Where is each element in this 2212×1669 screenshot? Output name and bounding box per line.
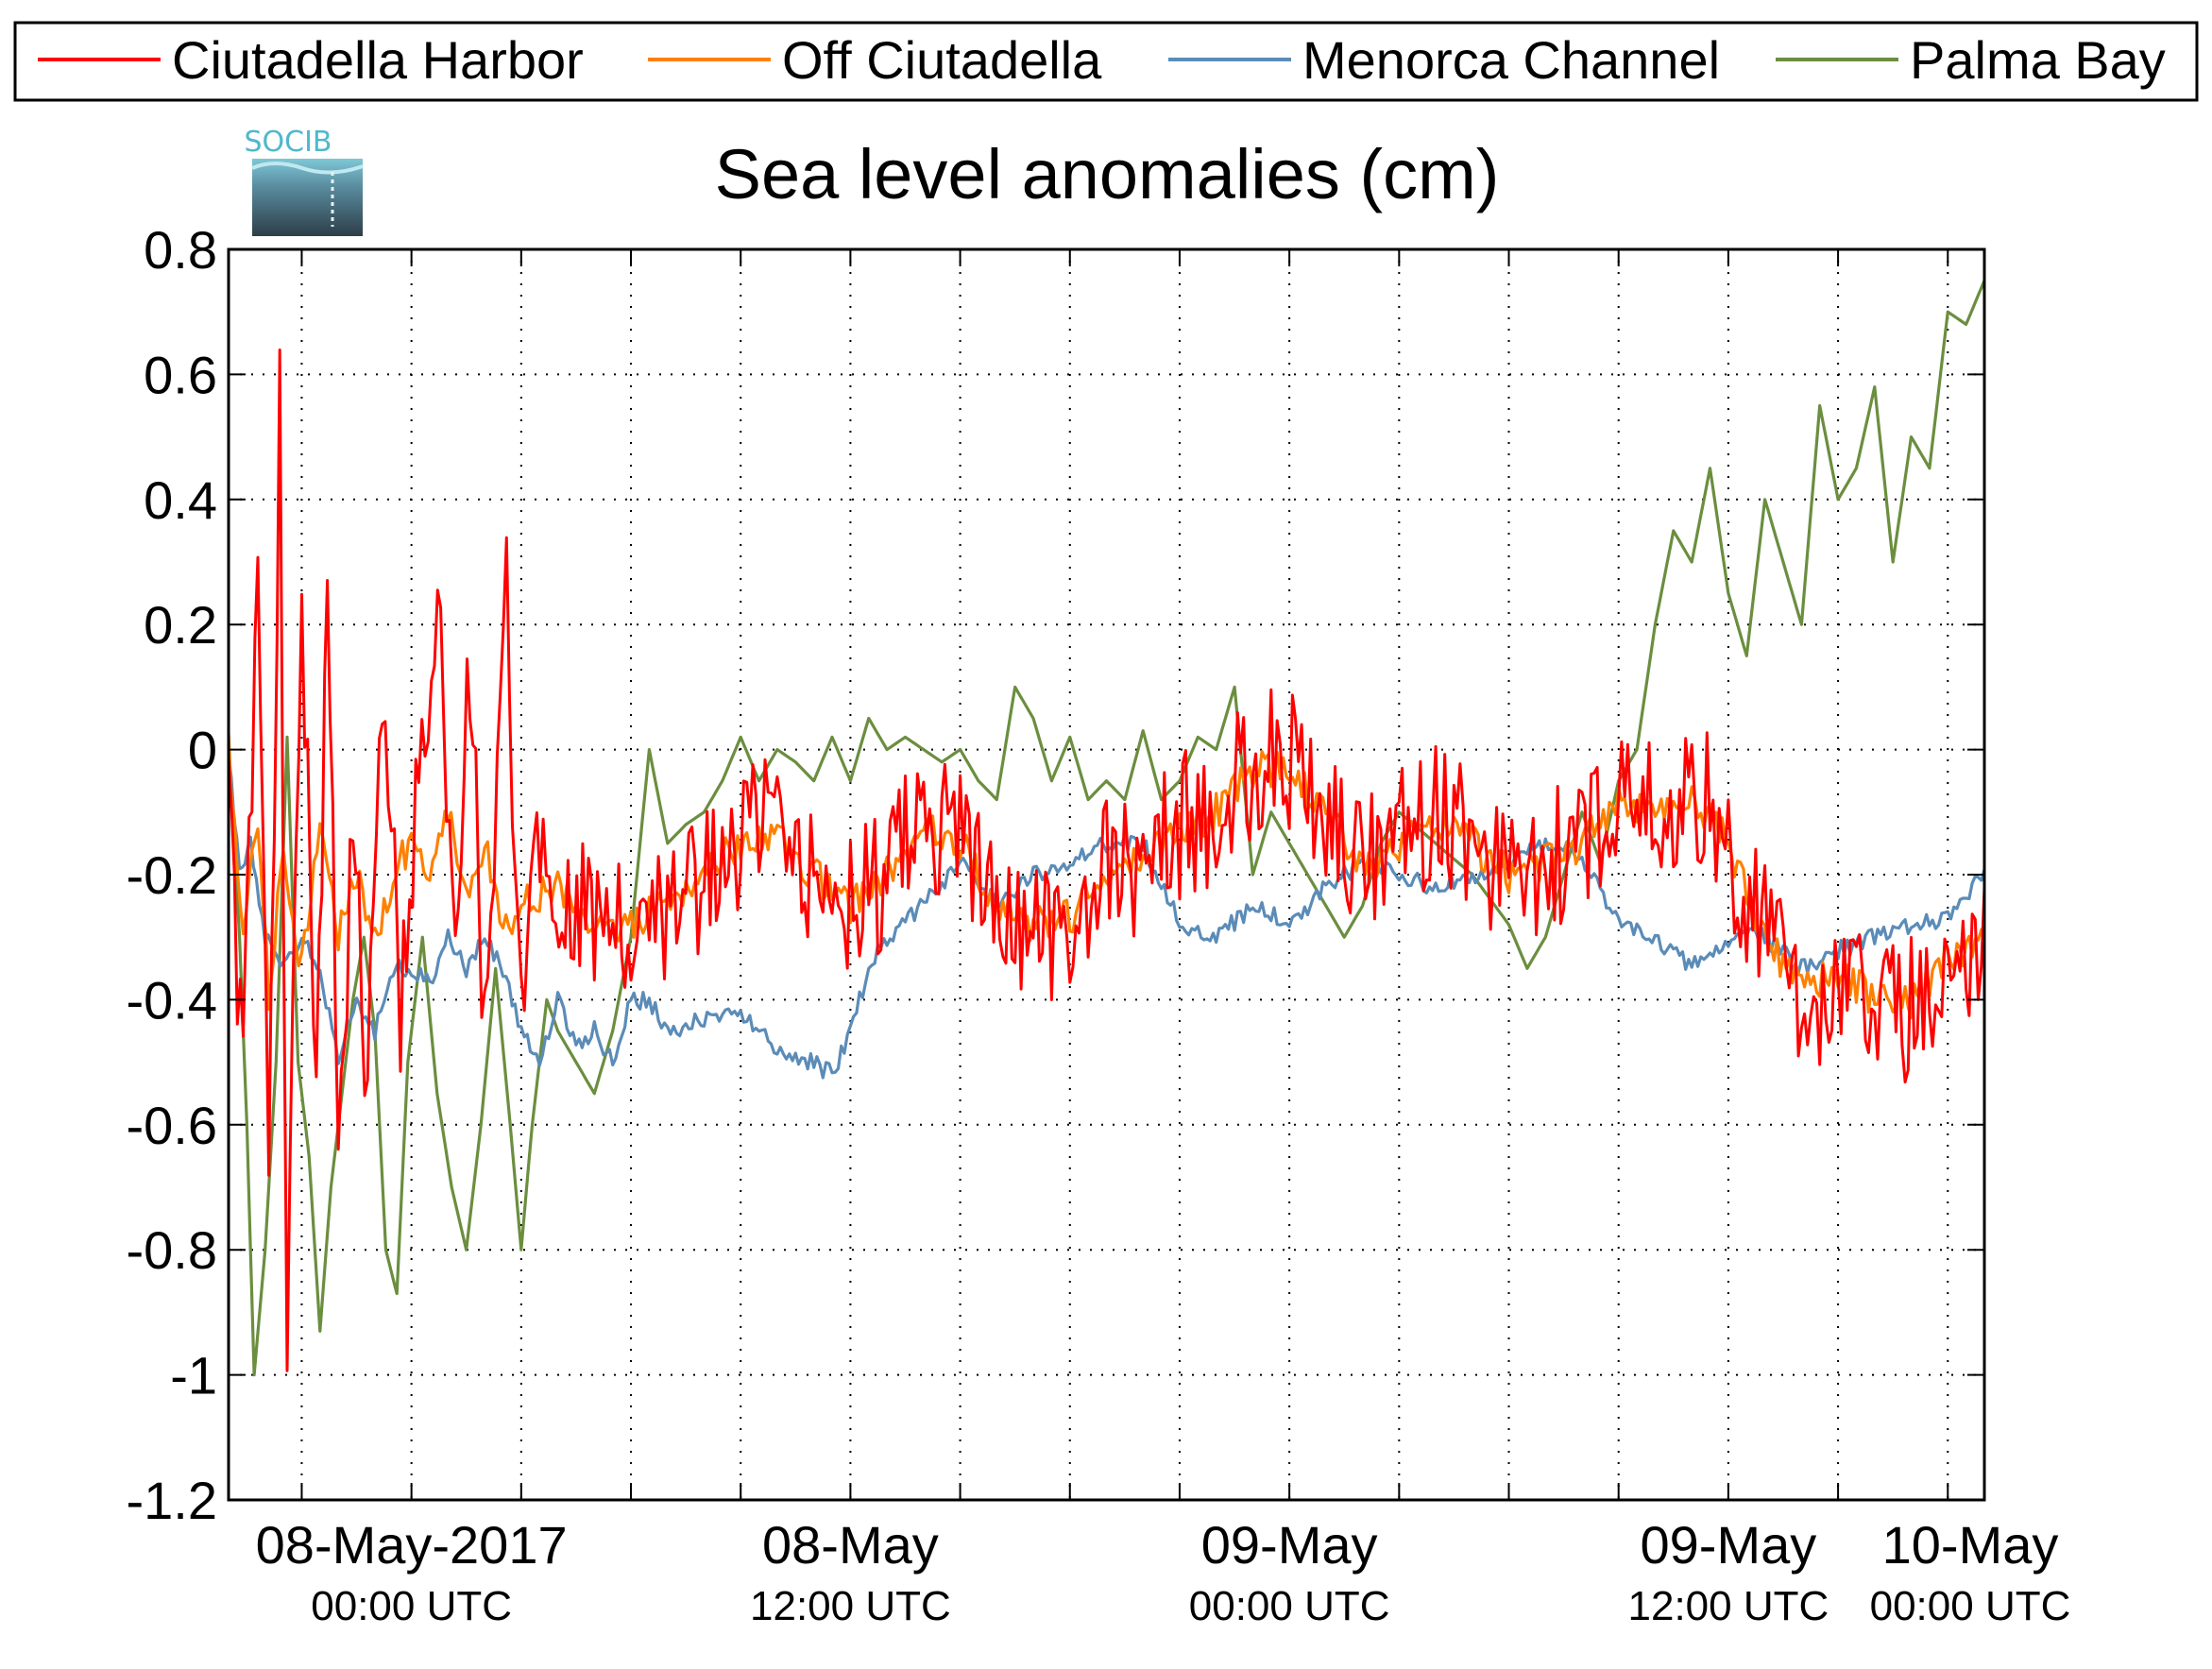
y-tick-label: 0 xyxy=(188,721,217,780)
legend: Ciutadella Harbor Off Ciutadella Menorca C… xyxy=(13,21,2199,102)
x-tick-label-time: 00:00 UTC xyxy=(311,1583,512,1629)
y-tick-label: -0.6 xyxy=(127,1096,218,1155)
x-tick-label-time: 00:00 UTC xyxy=(1189,1583,1390,1629)
y-tick-label: 0.6 xyxy=(144,345,217,404)
legend-label: Off Ciutadella xyxy=(782,30,1102,90)
x-tick-label-date: 09-May xyxy=(1641,1515,1817,1575)
grid xyxy=(229,249,1984,1500)
logo-wave xyxy=(251,162,364,175)
x-tick-label-time: 12:00 UTC xyxy=(1628,1583,1829,1629)
series-line xyxy=(229,279,1984,1377)
legend-label: Palma Bay xyxy=(1910,30,2166,90)
series-layer xyxy=(229,279,1984,1377)
y-tick-label: -1 xyxy=(170,1346,217,1405)
x-tick-label-time: 00:00 UTC xyxy=(1870,1583,2071,1629)
y-tick-label: -1.2 xyxy=(127,1471,218,1530)
y-tick-label: 0.4 xyxy=(144,470,217,530)
logo-label: SOCIB xyxy=(244,126,332,159)
y-tick-label: 0.8 xyxy=(144,220,217,280)
y-tick-label: -0.4 xyxy=(127,970,218,1030)
legend-label: Menorca Channel xyxy=(1302,30,1720,90)
legend-label: Ciutadella Harbor xyxy=(172,30,584,90)
y-tick-label: 0.2 xyxy=(144,595,217,655)
x-tick-label-date: 09-May xyxy=(1201,1515,1378,1575)
x-tick-label-date: 08-May-2017 xyxy=(256,1515,568,1575)
x-tick-label-date: 08-May xyxy=(762,1515,939,1575)
series-line xyxy=(229,755,1984,1080)
chart-title: Sea level anomalies (cm) xyxy=(715,135,1500,213)
x-tick-label-date: 10-May xyxy=(1882,1515,2059,1575)
x-tick-label-time: 12:00 UTC xyxy=(750,1583,951,1629)
axes: -1.2 -1 -0.8 -0.6 -0.4 -0.2 0 0.2 0.4 0.6 0.8 08-Ma… xyxy=(127,220,2071,1629)
series-line xyxy=(229,349,1984,1372)
socib-logo: SOCIB xyxy=(244,126,364,236)
y-tick-label: -0.2 xyxy=(127,845,218,905)
y-tick-label: -0.8 xyxy=(127,1220,218,1280)
plot-frame xyxy=(227,247,1986,1502)
